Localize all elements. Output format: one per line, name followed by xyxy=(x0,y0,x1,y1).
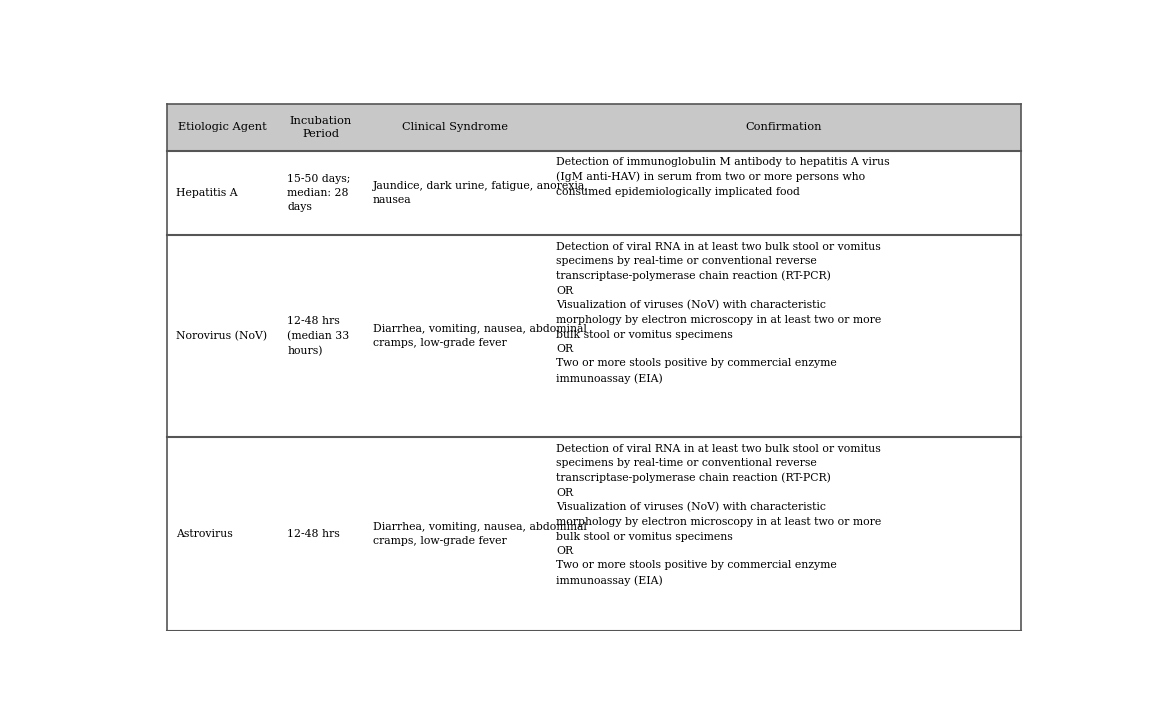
Bar xyxy=(167,104,1021,150)
Text: Jaundice, dark urine, fatigue, anorexia,
nausea: Jaundice, dark urine, fatigue, anorexia,… xyxy=(372,181,589,205)
Text: Detection of viral RNA in at least two bulk stool or vomitus
specimens by real-t: Detection of viral RNA in at least two b… xyxy=(556,242,881,384)
Text: Confirmation: Confirmation xyxy=(745,123,822,133)
Text: Detection of viral RNA in at least two bulk stool or vomitus
specimens by real-t: Detection of viral RNA in at least two b… xyxy=(556,444,881,586)
Text: Diarrhea, vomiting, nausea, abdominal
cramps, low-grade fever: Diarrhea, vomiting, nausea, abdominal cr… xyxy=(372,522,586,547)
Text: Detection of immunoglobulin M antibody to hepatitis A virus
(IgM anti-HAV) in se: Detection of immunoglobulin M antibody t… xyxy=(556,157,890,197)
Text: Astrovirus: Astrovirus xyxy=(176,529,233,539)
Bar xyxy=(167,150,1021,235)
Text: 12-48 hrs
(median 33
hours): 12-48 hrs (median 33 hours) xyxy=(287,316,350,356)
Text: Norovirus (NoV): Norovirus (NoV) xyxy=(176,331,268,341)
Text: Incubation
Period: Incubation Period xyxy=(290,116,352,139)
Text: 15-50 days;
median: 28
days: 15-50 days; median: 28 days xyxy=(287,174,351,212)
Text: Etiologic Agent: Etiologic Agent xyxy=(178,123,268,133)
Text: Diarrhea, vomiting, nausea, abdominal
cramps, low-grade fever: Diarrhea, vomiting, nausea, abdominal cr… xyxy=(372,324,586,348)
Bar xyxy=(167,235,1021,437)
Bar xyxy=(167,437,1021,631)
Text: Clinical Syndrome: Clinical Syndrome xyxy=(402,123,509,133)
Text: Hepatitis A: Hepatitis A xyxy=(176,188,238,198)
Text: 12-48 hrs: 12-48 hrs xyxy=(287,529,340,539)
